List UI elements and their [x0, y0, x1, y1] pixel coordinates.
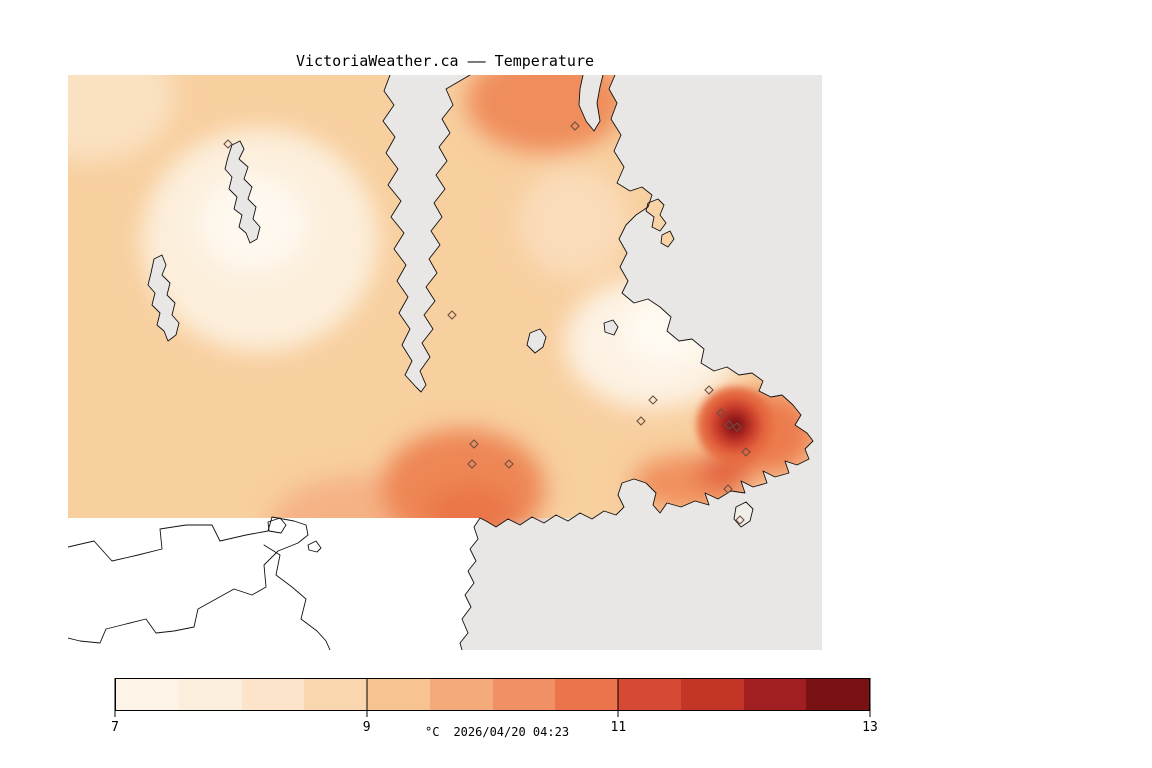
- lake-small: [603, 319, 619, 336]
- inlet-arm-west: [147, 254, 180, 342]
- colorbar-segment: [555, 679, 618, 710]
- station-marker: [467, 459, 477, 469]
- station-marker: [716, 408, 726, 418]
- island-east-1: [645, 198, 667, 232]
- temperature-map: [68, 75, 822, 650]
- station-marker: [504, 459, 514, 469]
- coast-east-south: [459, 75, 814, 650]
- coast-inlet-notch: [578, 75, 604, 132]
- station-marker: [223, 139, 233, 149]
- station-marker: [636, 416, 646, 426]
- station-markers: [223, 121, 751, 525]
- inlet-arm-north: [224, 140, 261, 244]
- lake-large: [526, 328, 547, 354]
- datetime-label: 2026/04/20 04:23: [453, 725, 570, 739]
- station-marker: [723, 484, 733, 494]
- coast-saanich-inlet: [382, 75, 471, 393]
- colorbar-segment: [618, 679, 681, 710]
- coastlines: [68, 75, 814, 650]
- units-label: °C: [425, 725, 440, 739]
- colorbar-tick-label: 13: [862, 720, 878, 735]
- colorbar-segment: [806, 679, 869, 710]
- station-marker: [648, 395, 658, 405]
- colorbar-segment: [178, 679, 242, 710]
- station-marker: [735, 515, 745, 525]
- station-marker: [732, 422, 742, 432]
- station-marker: [704, 385, 714, 395]
- colorbar-tick-label: 11: [610, 720, 627, 735]
- colorbar-tick-label: 9: [362, 720, 371, 735]
- island-east-2: [660, 230, 675, 248]
- colorbar-segment: [429, 679, 493, 710]
- station-marker: [447, 310, 457, 320]
- coast-southwest-island-1: [267, 517, 287, 534]
- station-marker: [570, 121, 580, 131]
- coast-southwest-shore: [68, 516, 309, 644]
- island-south: [733, 501, 754, 528]
- colorbar-segment: [241, 679, 305, 710]
- coast-southwest-island-2: [307, 540, 322, 553]
- colorbar-segment: [304, 679, 367, 710]
- station-marker: [469, 439, 479, 449]
- colorbar-segment: [116, 679, 179, 710]
- coast-southwest-lower: [263, 544, 331, 650]
- colorbar-segment: [367, 679, 430, 710]
- figure-title: VictoriaWeather.ca —— Temperature: [295, 52, 594, 70]
- colorbar-segment: [743, 679, 807, 710]
- figure-caption: °C 2026/04/20 04:23: [425, 725, 569, 739]
- station-marker: [724, 420, 734, 430]
- colorbar-segment: [492, 679, 556, 710]
- temperature-colorbar: [115, 678, 870, 711]
- out-of-domain-region: [68, 518, 480, 650]
- station-marker: [741, 447, 751, 457]
- colorbar-segment: [680, 679, 744, 710]
- colorbar-tick-label: 7: [111, 720, 119, 735]
